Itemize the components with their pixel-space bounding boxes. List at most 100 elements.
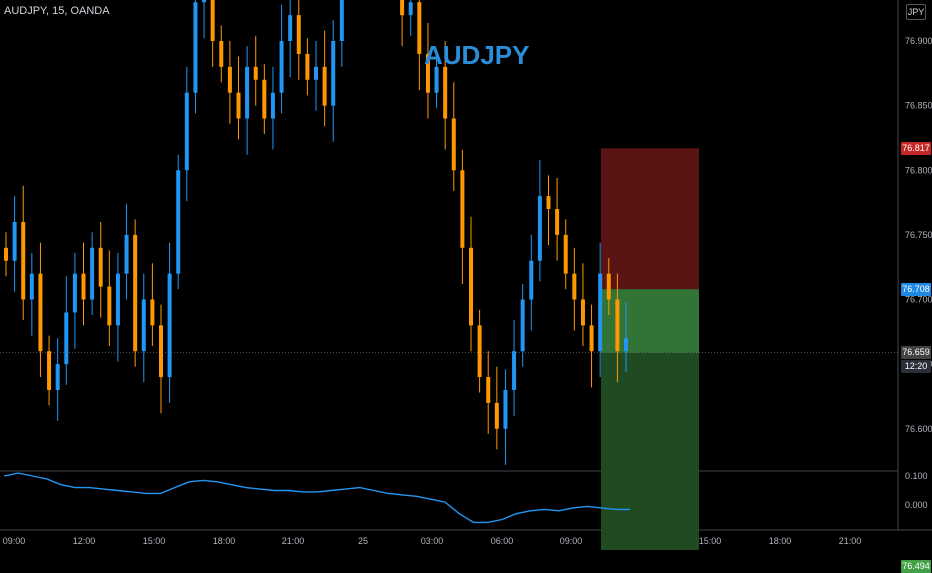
entry-price-tag: 76.708: [901, 283, 931, 297]
candle-body: [227, 66, 232, 93]
candle-body: [434, 66, 439, 93]
candle-body: [55, 364, 60, 390]
candle-body: [159, 325, 163, 378]
candle-body: [107, 286, 112, 326]
indicator-line: [3, 472, 630, 524]
candle-body: [451, 118, 456, 171]
candle-body: [546, 196, 551, 210]
candle-body: [270, 92, 275, 119]
time-axis-label: 15:00: [699, 536, 722, 546]
candle-body: [4, 247, 8, 261]
candle-body: [443, 66, 448, 119]
price-axis-label: 76.850: [905, 101, 932, 111]
candle-body: [193, 2, 198, 93]
candle-body: [29, 273, 34, 300]
time-axis-label: 15:00: [143, 536, 166, 546]
candle-body: [245, 66, 250, 119]
candle-body: [563, 234, 568, 274]
candle-body: [219, 41, 224, 67]
time-axis-label: 18:00: [769, 536, 792, 546]
candle-body: [339, 0, 344, 41]
candle-body: [12, 221, 17, 261]
candle-body: [81, 273, 86, 300]
candle-body: [72, 273, 77, 313]
indicator-axis-label: 0.000: [905, 500, 928, 510]
candle-body: [202, 0, 207, 3]
time-axis-label: 03:00: [421, 536, 444, 546]
stop-loss-zone: [601, 148, 699, 290]
currency-badge[interactable]: JPY: [906, 4, 926, 20]
candle-body: [167, 273, 172, 378]
candle-body: [64, 312, 69, 365]
time-axis-label: 06:00: [491, 536, 514, 546]
candle-body: [210, 0, 215, 42]
time-axis-label: 25: [358, 536, 368, 546]
candle-body: [176, 170, 181, 274]
candle-body: [262, 79, 267, 119]
price-axis-label: 76.600: [905, 424, 932, 434]
candle-body: [520, 299, 525, 352]
candle-body: [296, 15, 301, 54]
candle-body: [184, 92, 189, 171]
candle-body: [288, 15, 293, 41]
candle-body: [253, 66, 258, 80]
candle-body: [331, 41, 336, 106]
candle-body: [460, 170, 465, 248]
candle-body: [47, 351, 52, 390]
candle-body: [598, 273, 603, 352]
candle-body: [279, 41, 284, 93]
stop-loss-price-tag: 76.817: [901, 142, 931, 156]
profit-zone: [601, 352, 699, 566]
time-axis-label: 21:00: [282, 536, 305, 546]
candle-body: [624, 338, 628, 352]
candle-body: [314, 66, 318, 80]
candle-body: [425, 53, 430, 93]
time-axis-label: 21:00: [839, 536, 862, 546]
price-axis-label: 76.900: [905, 36, 932, 46]
candle-body: [494, 402, 499, 429]
time-axis-label: 09:00: [560, 536, 583, 546]
candle-body: [555, 209, 560, 235]
candle-body: [537, 196, 542, 261]
candle-body: [529, 260, 534, 300]
price-axis-label: 76.700: [905, 295, 932, 305]
candle-body: [124, 234, 129, 274]
candle-body: [512, 351, 517, 390]
indicator-axis-label: 0.100: [905, 471, 928, 481]
symbol-title: AUDJPY, 15, OANDA: [4, 5, 110, 17]
current-price-tag: 76.659: [901, 346, 931, 360]
time-axis-label: 12:00: [73, 536, 96, 546]
bar-countdown-tag: 12:20: [901, 360, 931, 374]
candle-body: [589, 325, 594, 352]
candle-body: [572, 273, 577, 300]
candle-body: [400, 0, 405, 16]
candle-body: [477, 325, 482, 378]
candle-body: [322, 66, 327, 106]
symbol-watermark: AUDJPY: [424, 40, 530, 70]
take-profit-price-tag: 76.494: [901, 559, 931, 573]
candle-body: [615, 299, 620, 352]
candle-body: [90, 247, 95, 300]
candle-body: [417, 2, 422, 54]
price-axis-label: 76.800: [905, 165, 932, 175]
price-axis-label: 76.750: [905, 230, 932, 240]
candle-body: [98, 247, 103, 287]
time-axis-label: 18:00: [213, 536, 236, 546]
candle-body: [133, 234, 138, 352]
candle-body: [150, 299, 155, 326]
candle-body: [21, 221, 26, 300]
candle-body: [141, 299, 146, 352]
candle-body: [115, 273, 120, 326]
time-axis-label: 09:00: [3, 536, 26, 546]
candle-body: [469, 247, 473, 326]
candle-body: [305, 53, 310, 80]
candle-body: [503, 389, 508, 429]
candle-body: [606, 273, 611, 300]
candle-body: [408, 2, 413, 16]
candle-body: [38, 273, 43, 352]
candle-body: [580, 299, 585, 326]
candle-body: [236, 92, 241, 119]
candle-body: [486, 377, 491, 403]
